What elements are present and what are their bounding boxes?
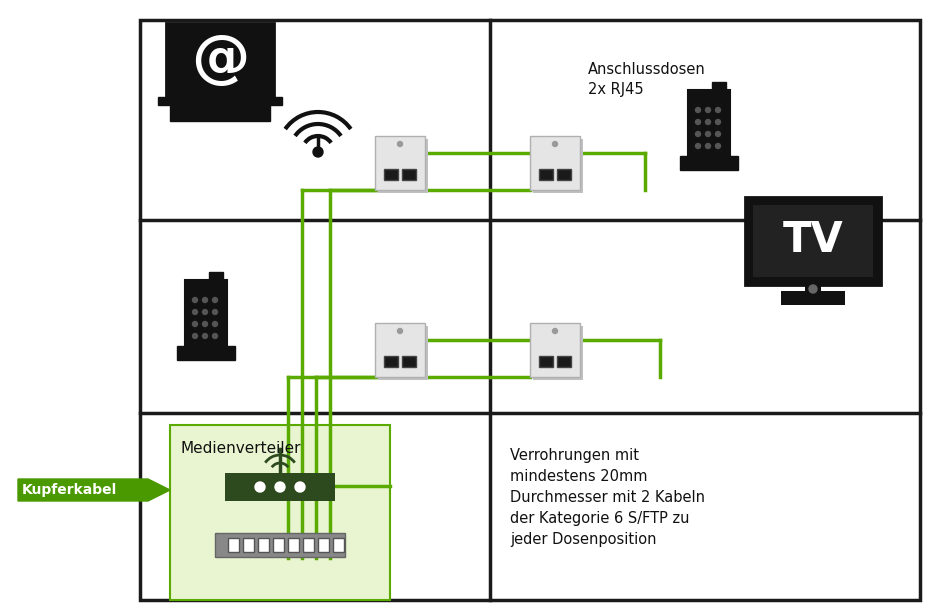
Bar	[384, 356, 398, 367]
Circle shape	[255, 482, 265, 492]
Text: TV: TV	[782, 219, 843, 261]
Bar	[273, 538, 284, 552]
Bar	[375, 323, 425, 377]
Text: Kupferkabel: Kupferkabel	[22, 483, 117, 497]
Bar	[539, 356, 553, 367]
Circle shape	[313, 147, 323, 157]
Bar	[402, 169, 416, 180]
Circle shape	[705, 131, 711, 136]
Circle shape	[716, 107, 720, 112]
Text: @: @	[191, 31, 249, 88]
Bar	[781, 291, 845, 305]
Bar	[333, 538, 344, 552]
Bar	[533, 326, 583, 380]
Circle shape	[295, 482, 305, 492]
Bar	[215, 533, 345, 557]
Circle shape	[552, 141, 558, 147]
Bar	[533, 139, 583, 193]
Circle shape	[705, 120, 711, 125]
Circle shape	[275, 482, 285, 492]
Bar	[688, 90, 730, 158]
Circle shape	[716, 131, 720, 136]
Circle shape	[192, 309, 197, 314]
Circle shape	[809, 285, 817, 293]
Circle shape	[212, 333, 218, 338]
Bar	[402, 356, 416, 367]
Circle shape	[397, 141, 403, 147]
Circle shape	[705, 144, 711, 149]
Bar	[243, 538, 254, 552]
Circle shape	[192, 333, 197, 338]
Bar	[318, 538, 329, 552]
Bar	[712, 82, 726, 102]
Bar	[745, 197, 881, 285]
Bar	[753, 205, 873, 277]
Bar	[378, 326, 428, 380]
Bar	[140, 20, 920, 600]
Bar	[185, 280, 227, 348]
Text: Verrohrungen mit
mindestens 20mm
Durchmesser mit 2 Kabeln
der Kategorie 6 S/FTP : Verrohrungen mit mindestens 20mm Durchme…	[510, 448, 705, 547]
Circle shape	[696, 107, 700, 112]
Bar	[303, 538, 314, 552]
Bar	[530, 136, 580, 190]
Bar	[557, 169, 571, 180]
FancyArrow shape	[18, 479, 170, 501]
Circle shape	[192, 298, 197, 303]
Circle shape	[716, 144, 720, 149]
Bar	[680, 156, 738, 170]
Bar	[166, 23, 274, 99]
Bar	[177, 346, 235, 360]
Circle shape	[212, 298, 218, 303]
Bar	[158, 97, 282, 105]
Bar	[375, 136, 425, 190]
Bar	[288, 538, 299, 552]
Circle shape	[203, 333, 208, 338]
Circle shape	[212, 322, 218, 327]
Bar	[539, 169, 553, 180]
Circle shape	[705, 107, 711, 112]
Circle shape	[397, 328, 403, 333]
Circle shape	[716, 120, 720, 125]
Bar	[209, 272, 223, 292]
Bar	[557, 356, 571, 367]
Circle shape	[212, 309, 218, 314]
Bar	[225, 473, 335, 501]
Bar	[384, 169, 398, 180]
Bar	[805, 283, 821, 293]
Text: Anschlussdosen
2x RJ45: Anschlussdosen 2x RJ45	[588, 62, 706, 97]
Bar	[170, 425, 390, 600]
Circle shape	[203, 298, 208, 303]
Circle shape	[696, 131, 700, 136]
Bar	[170, 103, 270, 121]
Circle shape	[552, 328, 558, 333]
Circle shape	[203, 322, 208, 327]
Circle shape	[203, 309, 208, 314]
Circle shape	[192, 322, 197, 327]
Text: Medienverteiler: Medienverteiler	[180, 441, 300, 456]
Bar	[228, 538, 239, 552]
Bar	[258, 538, 269, 552]
Bar	[378, 139, 428, 193]
Circle shape	[696, 120, 700, 125]
Bar	[530, 323, 580, 377]
Circle shape	[696, 144, 700, 149]
